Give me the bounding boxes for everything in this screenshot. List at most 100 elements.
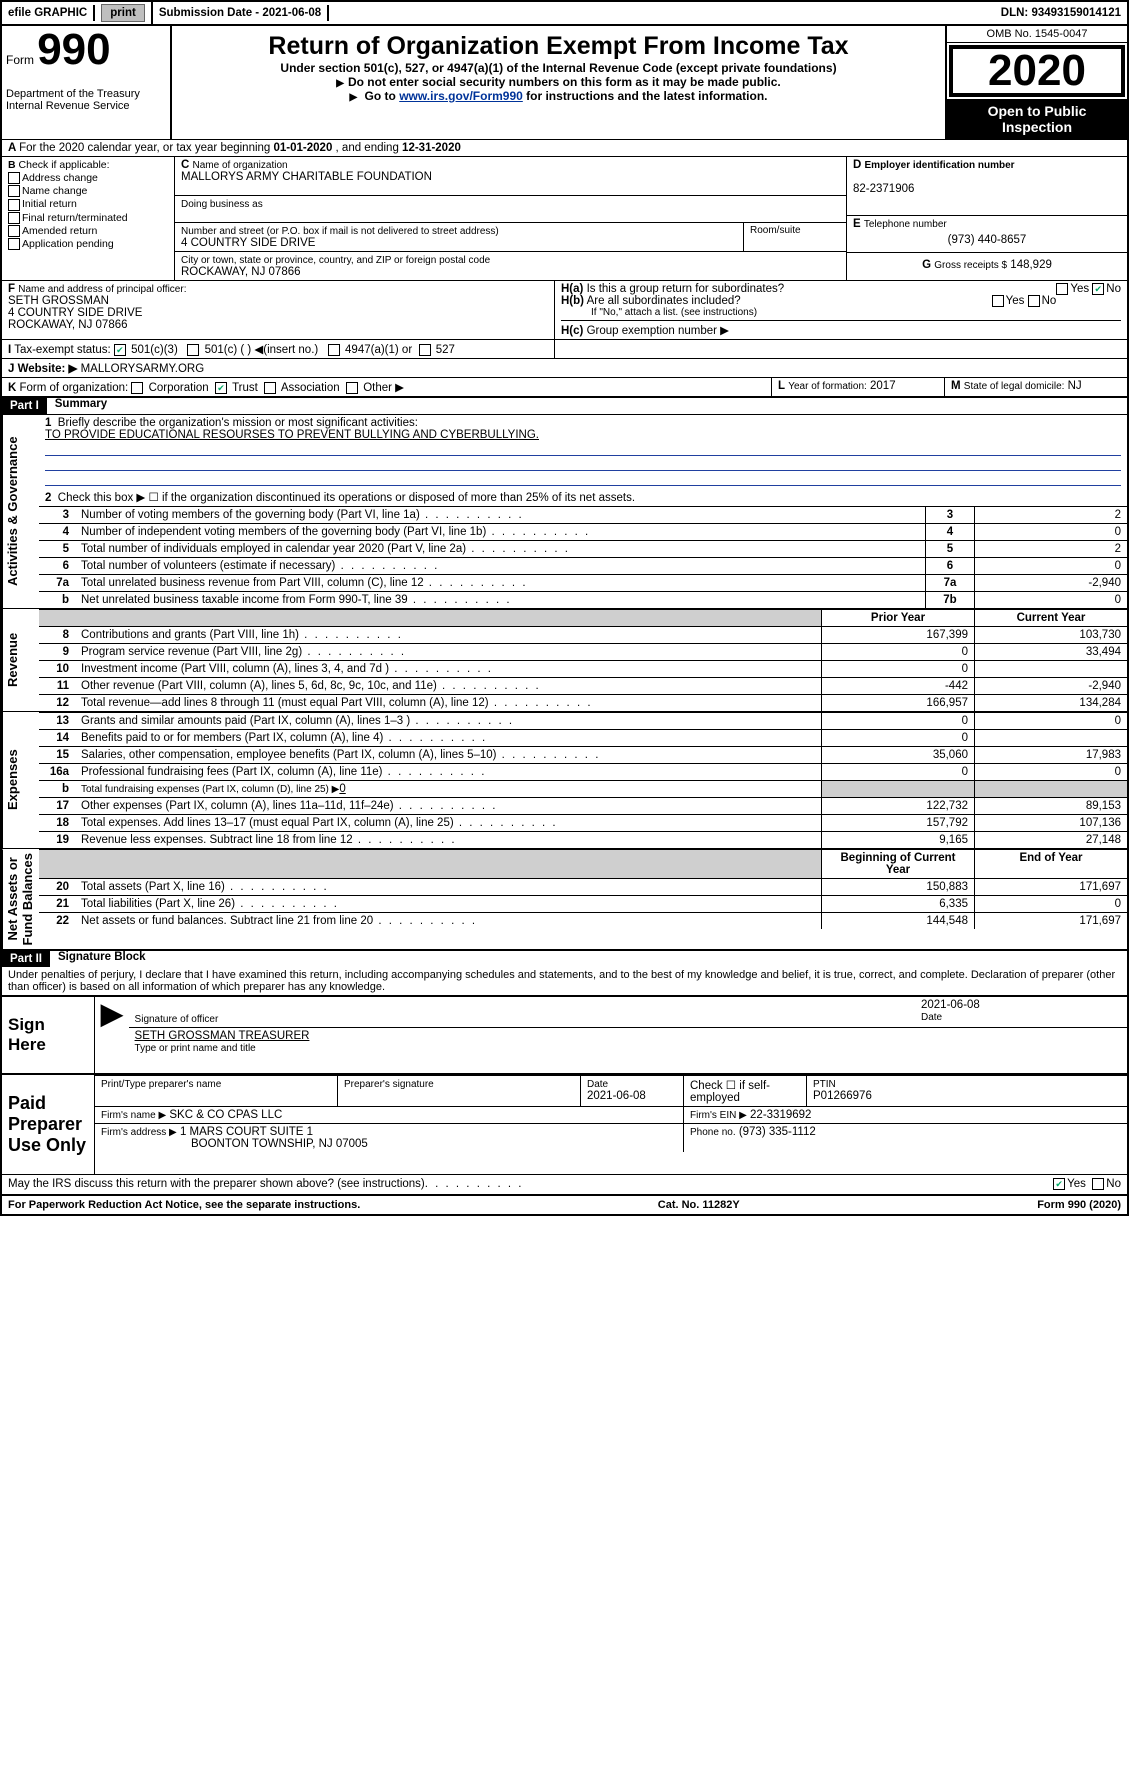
col-current-year: Current Year <box>975 610 1128 627</box>
table-row: 21Total liabilities (Part X, line 26)6,3… <box>39 896 1127 913</box>
ein-value: 82-2371906 <box>853 183 914 195</box>
cb-name-change[interactable]: Name change <box>8 185 168 197</box>
section-revenue: Revenue <box>2 609 39 711</box>
cb-501c[interactable] <box>187 344 199 356</box>
part2-title: Signature Block <box>50 951 146 967</box>
city-label: City or town, state or province, country… <box>181 255 490 266</box>
cb-address-change[interactable]: Address change <box>8 172 168 184</box>
cb-app-pending[interactable]: Application pending <box>8 238 168 250</box>
col-beginning: Beginning of Current Year <box>822 850 975 879</box>
line-a: A For the 2020 calendar year, or tax yea… <box>2 139 1127 156</box>
prep-sig-label: Preparer's signature <box>344 1079 434 1090</box>
table-row: 22Net assets or fund balances. Subtract … <box>39 913 1127 930</box>
year-formation: 2017 <box>870 380 896 392</box>
subtitle-1: Under section 501(c), 527, or 4947(a)(1)… <box>182 61 935 75</box>
table-row: 14Benefits paid to or for members (Part … <box>39 730 1127 747</box>
officer-label: Name and address of principal officer: <box>18 284 186 295</box>
cb-final-return[interactable]: Final return/terminated <box>8 212 168 224</box>
gross-receipts-label: Gross receipts $ <box>934 260 1007 271</box>
paid-preparer-block: Paid Preparer Use Only Print/Type prepar… <box>2 1073 1127 1174</box>
table-row: 18Total expenses. Add lines 13–17 (must … <box>39 815 1127 832</box>
table-row: 19Revenue less expenses. Subtract line 1… <box>39 832 1127 849</box>
omb-number: OMB No. 1545-0047 <box>947 26 1127 43</box>
print-button[interactable]: print <box>95 2 153 24</box>
form-ref: Form 990 (2020) <box>1037 1199 1121 1211</box>
city-state-zip: ROCKAWAY, NJ 07866 <box>181 266 301 278</box>
firm-phone: (973) 335-1112 <box>739 1126 816 1138</box>
cb-501c3[interactable] <box>114 344 126 356</box>
sign-here-label: Sign Here <box>2 997 95 1073</box>
cb-corp[interactable] <box>131 382 143 394</box>
table-row: 16aProfessional fundraising fees (Part I… <box>39 764 1127 781</box>
part1-bar: Part I <box>2 398 47 414</box>
cb-trust[interactable] <box>215 382 227 394</box>
table-row: 8Contributions and grants (Part VIII, li… <box>39 627 1127 644</box>
pra-notice: For Paperwork Reduction Act Notice, see … <box>8 1199 360 1211</box>
room-suite-label: Room/suite <box>743 223 846 251</box>
table-row: bNet unrelated business taxable income f… <box>39 592 1127 609</box>
perjury-declaration: Under penalties of perjury, I declare th… <box>2 967 1127 995</box>
cb-527[interactable] <box>419 344 431 356</box>
org-name-label: Name of organization <box>193 160 288 171</box>
printed-label: Type or print name and title <box>135 1043 256 1054</box>
form-header: Form 990 Department of the Treasury Inte… <box>2 26 1127 139</box>
section-net-assets: Net Assets or Fund Balances <box>2 849 39 949</box>
hb-yes[interactable] <box>992 295 1004 307</box>
sig-officer-label: Signature of officer <box>135 1014 219 1025</box>
table-row: 9Program service revenue (Part VIII, lin… <box>39 644 1127 661</box>
ha-no[interactable] <box>1092 283 1104 295</box>
revenue-table: Prior Year Current Year 8Contributions a… <box>39 609 1127 711</box>
cb-other[interactable] <box>346 382 358 394</box>
table-row: 4Number of independent voting members of… <box>39 524 1127 541</box>
street-address: 4 COUNTRY SIDE DRIVE <box>181 237 315 249</box>
discuss-yes[interactable] <box>1053 1178 1065 1190</box>
cb-amended[interactable]: Amended return <box>8 225 168 237</box>
tax-year: 2020 <box>949 45 1125 97</box>
expenses-table: 13Grants and similar amounts paid (Part … <box>39 712 1127 848</box>
paid-preparer-label: Paid Preparer Use Only <box>2 1075 95 1174</box>
table-row: 5Total number of individuals employed in… <box>39 541 1127 558</box>
arrow-icon: ▶ <box>95 997 129 1073</box>
org-name: MALLORYS ARMY CHARITABLE FOUNDATION <box>181 171 432 183</box>
ein-label: Employer identification number <box>865 160 1015 171</box>
firm-addr1: 1 MARS COURT SUITE 1 <box>180 1126 313 1138</box>
line1-label: Briefly describe the organization's miss… <box>58 417 418 429</box>
cb-initial-return[interactable]: Initial return <box>8 198 168 210</box>
hb-label: Are all subordinates included? <box>587 295 741 307</box>
section-governance: Activities & Governance <box>2 415 39 608</box>
mission-text: TO PROVIDE EDUCATIONAL RESOURSES TO PREV… <box>45 429 539 441</box>
section-expenses: Expenses <box>2 712 39 848</box>
table-row: 6Total number of volunteers (estimate if… <box>39 558 1127 575</box>
part1-title: Summary <box>47 398 107 414</box>
hb-no[interactable] <box>1028 295 1040 307</box>
dba-label: Doing business as <box>181 199 263 210</box>
cb-4947[interactable] <box>328 344 340 356</box>
subtitle-3: Go to www.irs.gov/Form990 for instructio… <box>182 89 935 103</box>
firm-ein: 22-3319692 <box>750 1109 811 1121</box>
cb-assoc[interactable] <box>264 382 276 394</box>
entity-block: B Check if applicable: Address change Na… <box>2 156 1127 280</box>
hc-label: Group exemption number ▶ <box>587 325 729 337</box>
ha-yes[interactable] <box>1056 283 1068 295</box>
line-i: I Tax-exempt status: 501(c)(3) 501(c) ( … <box>2 339 1127 358</box>
table-row: 3Number of voting members of the governi… <box>39 507 1127 524</box>
date-label: Date <box>921 1012 942 1023</box>
page-footer: For Paperwork Reduction Act Notice, see … <box>2 1194 1127 1214</box>
website-value: MALLORYSARMY.ORG <box>81 363 205 375</box>
table-row: 17Other expenses (Part IX, column (A), l… <box>39 798 1127 815</box>
submission-date: Submission Date - 2021-06-08 <box>153 5 329 21</box>
table-row: 20Total assets (Part X, line 16)150,8831… <box>39 879 1127 896</box>
table-row: 10Investment income (Part VIII, column (… <box>39 661 1127 678</box>
efile-label: efile GRAPHIC <box>2 5 95 21</box>
table-row: 13Grants and similar amounts paid (Part … <box>39 713 1127 730</box>
firm-addr2: BOONTON TOWNSHIP, NJ 07005 <box>101 1138 368 1150</box>
net-assets-table: Beginning of Current Year End of Year 20… <box>39 849 1127 929</box>
col-end: End of Year <box>975 850 1128 879</box>
firm-name: SKC & CO CPAS LLC <box>169 1109 282 1121</box>
self-employed-check[interactable]: Check ☐ if self-employed <box>684 1076 807 1107</box>
irs-link[interactable]: www.irs.gov/Form990 <box>399 89 523 103</box>
ha-label: Is this a group return for subordinates? <box>587 283 785 295</box>
sign-here-block: Sign Here ▶ Signature of officer 2021-06… <box>2 995 1127 1073</box>
line2-label: Check this box ▶ ☐ if the organization d… <box>58 492 635 504</box>
discuss-no[interactable] <box>1092 1178 1104 1190</box>
